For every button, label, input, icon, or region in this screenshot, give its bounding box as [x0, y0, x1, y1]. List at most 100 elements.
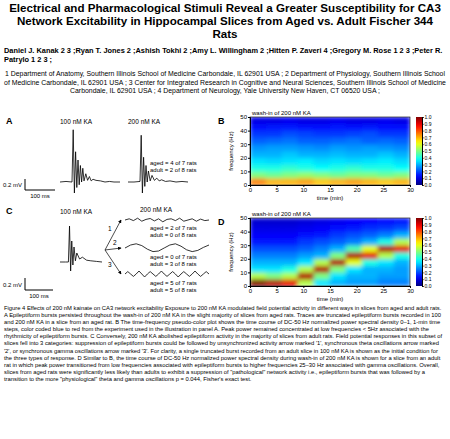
- tick-label: 0.6: [425, 242, 432, 248]
- tick-label: 0.3: [425, 263, 432, 269]
- tick-label: 15: [327, 288, 334, 294]
- cell: [282, 137, 299, 144]
- cell: [266, 272, 283, 279]
- tick-mark: [422, 245, 424, 246]
- cell: [362, 231, 379, 238]
- cell: [298, 245, 315, 252]
- cell: [330, 225, 347, 232]
- cell: [314, 144, 331, 151]
- tick: 30: [240, 243, 250, 249]
- tick-label: 20: [240, 155, 247, 161]
- tick: 20: [354, 286, 361, 294]
- tick-label: 0: [244, 283, 248, 289]
- cell: [362, 245, 379, 252]
- tick-label: 10: [300, 187, 307, 193]
- cell: [394, 279, 410, 286]
- cell: [314, 245, 331, 252]
- cell: [250, 117, 266, 124]
- cell: [378, 151, 395, 158]
- tick: 20: [240, 256, 250, 262]
- cell: [250, 171, 266, 178]
- tick: 0.2: [422, 270, 432, 276]
- cell: [346, 178, 363, 185]
- tick-mark: [422, 232, 424, 233]
- cell: [298, 178, 315, 185]
- tick-label: 0.7: [425, 236, 432, 242]
- cell: [282, 130, 299, 137]
- cell: [282, 124, 299, 131]
- cell: [330, 259, 347, 266]
- cell: [314, 259, 331, 266]
- cell: [362, 130, 379, 137]
- tick: 0.5: [422, 148, 432, 154]
- cell: [250, 252, 266, 259]
- cell: [330, 164, 347, 171]
- cell: [394, 151, 410, 158]
- cell: [266, 218, 283, 225]
- cell: [330, 158, 347, 165]
- cell: [362, 272, 379, 279]
- tick: 10: [300, 185, 307, 193]
- tick-label: 0.9: [425, 222, 432, 228]
- cell: [266, 225, 283, 232]
- arrow: [105, 250, 121, 274]
- tick-label: 0: [249, 187, 253, 193]
- tick-label: 0.7: [425, 135, 432, 141]
- scale-bar-label: 0.2 mV: [3, 282, 22, 288]
- colorbar: [416, 117, 422, 185]
- cell: [314, 265, 331, 272]
- cell: [266, 265, 283, 272]
- tick-label: 5: [275, 187, 279, 193]
- cell: [314, 272, 331, 279]
- cell: [394, 164, 410, 171]
- caption: Figure 4 Effects of 200 nM kainate on CA…: [4, 305, 446, 383]
- cell: [298, 279, 315, 286]
- trace: [60, 226, 102, 271]
- cell: [298, 137, 315, 144]
- tick: 0.6: [422, 141, 432, 147]
- cell: [282, 144, 299, 151]
- tick-label: 20: [354, 187, 361, 193]
- cell: [314, 164, 331, 171]
- cell: [282, 218, 299, 225]
- cell: [330, 137, 347, 144]
- tick-label: 10: [240, 270, 247, 276]
- tick: 0.2: [422, 169, 432, 175]
- tick-label: 0: [249, 288, 253, 294]
- cell: [330, 144, 347, 151]
- cell: [378, 124, 395, 131]
- tick: 20: [354, 185, 361, 193]
- cell: [330, 124, 347, 131]
- cell: [298, 117, 315, 124]
- tick: 0.5: [422, 249, 432, 255]
- tick-mark: [422, 279, 424, 280]
- cell: [394, 137, 410, 144]
- tick-label: 0.2: [425, 270, 432, 276]
- cell: [346, 218, 363, 225]
- tick: 1.0: [422, 215, 432, 221]
- panel: C100 nM KA1aged = 2 of 7 ratsadult = 0 o…: [3, 206, 209, 299]
- plot-frame: [250, 117, 410, 185]
- cell: [282, 272, 299, 279]
- tick: 0.6: [422, 242, 432, 248]
- cells: [250, 117, 410, 185]
- cell: [314, 218, 331, 225]
- tick-label: 0.0: [425, 182, 432, 188]
- cell: [378, 130, 395, 137]
- tick: 20: [240, 155, 250, 161]
- cell: [266, 238, 283, 245]
- trace: [125, 218, 209, 222]
- tick-label: 0.6: [425, 141, 432, 147]
- cell: [362, 238, 379, 245]
- tick-label: 25: [380, 187, 387, 193]
- cell: [266, 245, 283, 252]
- tick-label: 0.0: [425, 283, 432, 289]
- cell: [330, 272, 347, 279]
- cell: [314, 231, 331, 238]
- panel-label: C: [6, 206, 13, 216]
- tick-label: 0.2: [425, 169, 432, 175]
- heatmap-panel: 05101520253001020304050Dtime (min)freque…: [218, 211, 432, 303]
- annotation: aged = 5 of 7 rats: [150, 280, 197, 286]
- cell: [394, 144, 410, 151]
- cell: [250, 231, 266, 238]
